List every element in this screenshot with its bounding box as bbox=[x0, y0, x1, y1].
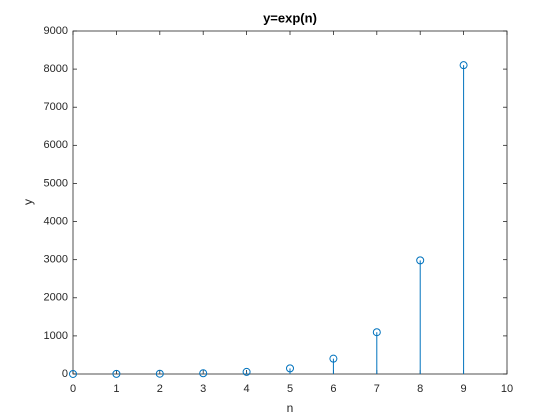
stem-marker bbox=[69, 369, 77, 378]
y-tick-label: 4000 bbox=[44, 215, 68, 227]
y-tick-label: 0 bbox=[62, 368, 68, 380]
stem-marker bbox=[329, 354, 338, 363]
x-tick-label: 1 bbox=[113, 383, 119, 395]
x-tick-label: 10 bbox=[501, 383, 513, 395]
x-tick-label: 5 bbox=[287, 383, 293, 395]
stem-marker bbox=[416, 256, 425, 265]
x-axis-label: n bbox=[287, 401, 294, 415]
y-tick-label: 2000 bbox=[44, 292, 68, 304]
x-tick-label: 4 bbox=[244, 383, 250, 395]
y-tick-label: 6000 bbox=[44, 139, 68, 151]
y-tick-label: 3000 bbox=[44, 254, 68, 266]
y-tick-label: 9000 bbox=[44, 25, 68, 37]
stem-marker bbox=[199, 369, 208, 378]
x-tick-label: 3 bbox=[200, 383, 206, 395]
y-tick-label: 1000 bbox=[44, 330, 68, 342]
stem-marker bbox=[242, 367, 251, 376]
y-tick-label: 8000 bbox=[44, 63, 68, 75]
x-tick-label: 0 bbox=[70, 383, 76, 395]
x-tick-label: 2 bbox=[157, 383, 163, 395]
stem-marker bbox=[286, 364, 294, 373]
axes-box bbox=[72, 30, 508, 375]
stem-marker bbox=[372, 328, 381, 337]
stem-marker bbox=[112, 369, 121, 378]
chart-title: y=exp(n) bbox=[263, 10, 317, 25]
x-tick-label: 7 bbox=[374, 383, 380, 395]
x-tick-label: 6 bbox=[330, 383, 336, 395]
x-tick-label: 9 bbox=[461, 383, 467, 395]
stem-marker bbox=[459, 61, 468, 70]
y-axis-label: y bbox=[21, 199, 35, 205]
y-tick-label: 5000 bbox=[44, 177, 68, 189]
y-tick-label: 7000 bbox=[44, 101, 68, 113]
stem-marker bbox=[155, 369, 164, 378]
x-tick-label: 8 bbox=[417, 383, 423, 395]
